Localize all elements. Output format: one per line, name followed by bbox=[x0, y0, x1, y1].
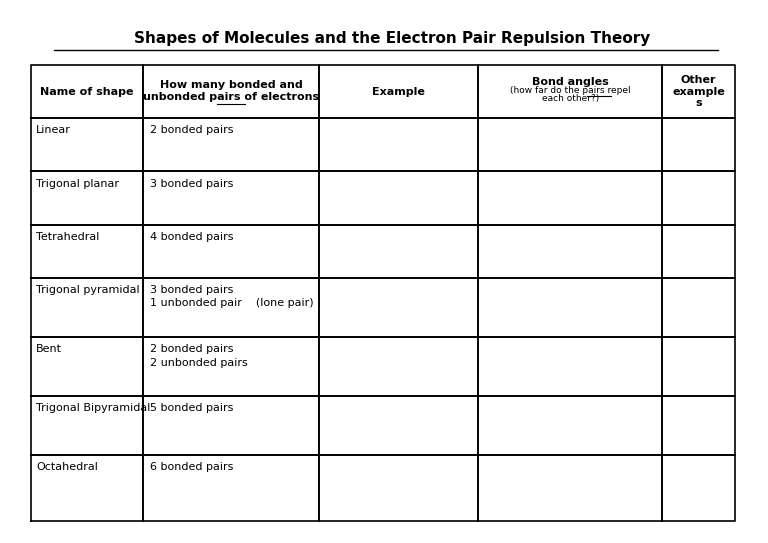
Text: 2 unbonded pairs: 2 unbonded pairs bbox=[151, 357, 248, 368]
Text: each other?): each other?) bbox=[541, 94, 599, 103]
Text: 3 bonded pairs: 3 bonded pairs bbox=[151, 179, 233, 188]
Text: Octahedral: Octahedral bbox=[36, 462, 98, 472]
Text: Bent: Bent bbox=[36, 344, 62, 354]
Text: 2 bonded pairs: 2 bonded pairs bbox=[151, 344, 233, 354]
Text: How many bonded and: How many bonded and bbox=[160, 80, 303, 90]
Text: Tetrahedral: Tetrahedral bbox=[36, 232, 100, 242]
Text: Example: Example bbox=[372, 87, 425, 97]
Text: 2 bonded pairs: 2 bonded pairs bbox=[151, 125, 233, 135]
Text: unbonded pairs of electrons: unbonded pairs of electrons bbox=[143, 92, 319, 102]
Text: Trigonal pyramidal: Trigonal pyramidal bbox=[36, 285, 140, 295]
Text: Shapes of Molecules and the Electron Pair Repulsion Theory: Shapes of Molecules and the Electron Pai… bbox=[134, 30, 650, 46]
Text: Linear: Linear bbox=[36, 125, 71, 135]
Text: Name of shape: Name of shape bbox=[40, 87, 134, 97]
Text: Trigonal Bipyramidal: Trigonal Bipyramidal bbox=[36, 403, 151, 413]
Text: (how far do the pairs repel: (how far do the pairs repel bbox=[510, 86, 631, 94]
Text: Other
example
s: Other example s bbox=[672, 75, 725, 109]
Text: 1 unbonded pair    (lone pair): 1 unbonded pair (lone pair) bbox=[151, 298, 314, 308]
Text: 4 bonded pairs: 4 bonded pairs bbox=[151, 232, 233, 242]
Text: Trigonal planar: Trigonal planar bbox=[36, 179, 119, 188]
Text: Bond angles: Bond angles bbox=[532, 77, 609, 87]
Text: 5 bonded pairs: 5 bonded pairs bbox=[151, 403, 233, 413]
Text: 6 bonded pairs: 6 bonded pairs bbox=[151, 462, 233, 472]
Text: 3 bonded pairs: 3 bonded pairs bbox=[151, 285, 233, 295]
